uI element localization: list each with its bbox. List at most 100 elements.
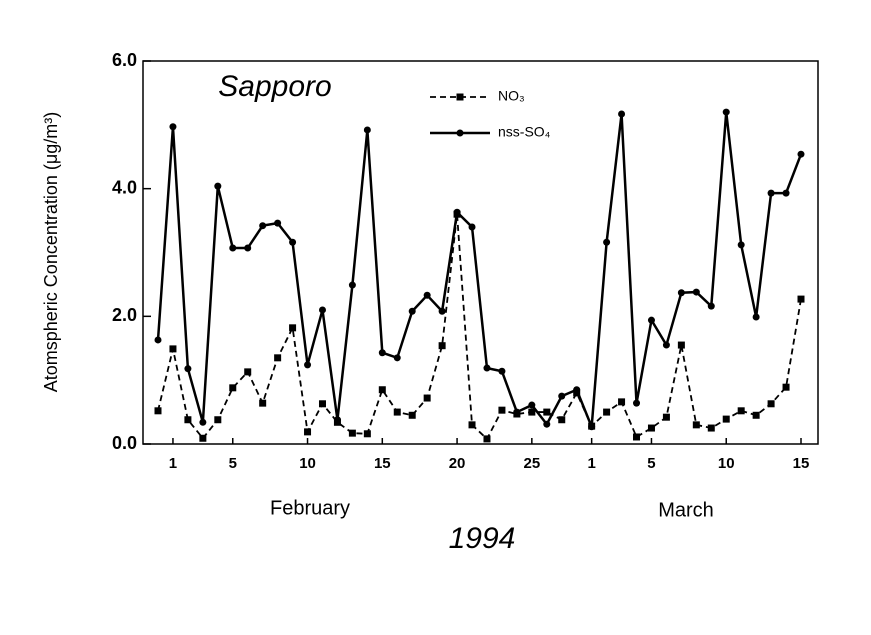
point bbox=[782, 383, 790, 391]
point bbox=[154, 407, 162, 415]
point bbox=[633, 399, 641, 407]
point bbox=[498, 406, 506, 414]
legend-marker bbox=[456, 129, 464, 137]
point bbox=[378, 386, 386, 394]
x-tick-label: 25 bbox=[523, 455, 540, 472]
point bbox=[304, 361, 312, 369]
point bbox=[797, 150, 805, 158]
point bbox=[647, 316, 655, 324]
point bbox=[408, 411, 416, 419]
point bbox=[483, 435, 491, 443]
point bbox=[199, 418, 207, 426]
point bbox=[318, 306, 326, 314]
point bbox=[363, 126, 371, 134]
legend-label: nss-SO₄ bbox=[498, 124, 551, 140]
x-tick-label: 20 bbox=[449, 455, 466, 472]
point bbox=[393, 408, 401, 416]
point bbox=[543, 420, 551, 428]
point bbox=[692, 421, 700, 429]
point bbox=[348, 281, 356, 289]
point bbox=[618, 110, 626, 118]
y-tick-label: 2.0 bbox=[112, 305, 137, 325]
legend-marker bbox=[456, 93, 464, 101]
point bbox=[558, 416, 566, 424]
point bbox=[633, 433, 641, 441]
point bbox=[408, 307, 416, 315]
point bbox=[289, 324, 297, 332]
point bbox=[423, 394, 431, 402]
point bbox=[423, 291, 431, 299]
point bbox=[647, 424, 655, 432]
point bbox=[453, 208, 461, 216]
point bbox=[244, 244, 252, 252]
point bbox=[498, 367, 506, 375]
series-line bbox=[157, 214, 802, 441]
point bbox=[528, 408, 536, 416]
plot-frame bbox=[142, 60, 819, 445]
year-label: 1994 bbox=[449, 522, 516, 555]
point bbox=[184, 416, 192, 424]
point bbox=[468, 223, 476, 231]
point bbox=[573, 386, 581, 394]
point bbox=[677, 289, 685, 297]
point bbox=[603, 238, 611, 246]
point bbox=[318, 400, 326, 408]
point bbox=[438, 342, 446, 350]
point bbox=[692, 288, 700, 296]
x-tick-label: 5 bbox=[229, 455, 237, 472]
point bbox=[378, 349, 386, 357]
point bbox=[558, 392, 566, 400]
y-tick-label: 0.0 bbox=[112, 433, 137, 453]
point bbox=[289, 238, 297, 246]
point bbox=[438, 307, 446, 315]
point bbox=[214, 416, 222, 424]
point bbox=[304, 428, 312, 436]
point bbox=[184, 365, 192, 373]
point bbox=[169, 123, 177, 131]
x-tick-label: 5 bbox=[647, 455, 655, 472]
point bbox=[722, 415, 730, 423]
point bbox=[737, 407, 745, 415]
point bbox=[229, 244, 237, 252]
y-axis-label: Atomspheric Concentration (μg/m³) bbox=[41, 112, 61, 392]
point bbox=[797, 295, 805, 303]
point bbox=[483, 364, 491, 372]
point bbox=[752, 411, 760, 419]
point bbox=[229, 384, 237, 392]
point bbox=[677, 341, 685, 349]
point bbox=[662, 413, 670, 421]
month-label: March bbox=[658, 499, 714, 521]
point bbox=[752, 313, 760, 321]
point bbox=[767, 400, 775, 408]
x-tick-label: 15 bbox=[374, 455, 391, 472]
point bbox=[274, 354, 282, 362]
point bbox=[737, 241, 745, 249]
point bbox=[513, 408, 521, 416]
x-tick-label: 10 bbox=[299, 455, 316, 472]
point bbox=[468, 421, 476, 429]
x-tick-label: 15 bbox=[793, 455, 810, 472]
point bbox=[214, 182, 222, 190]
point bbox=[588, 423, 596, 431]
point bbox=[662, 341, 670, 349]
point bbox=[722, 108, 730, 116]
point bbox=[154, 336, 162, 344]
point bbox=[707, 302, 715, 310]
point bbox=[244, 368, 252, 376]
point bbox=[543, 408, 551, 416]
point bbox=[603, 408, 611, 416]
point bbox=[393, 354, 401, 362]
point bbox=[363, 430, 371, 438]
series-line bbox=[156, 111, 803, 428]
y-tick-label: 6.0 bbox=[112, 50, 137, 70]
x-tick-label: 10 bbox=[718, 455, 735, 472]
x-tick-label: 1 bbox=[587, 455, 595, 472]
month-label: February bbox=[270, 497, 350, 519]
x-tick-label: 1 bbox=[169, 455, 177, 472]
legend-label: NO₃ bbox=[498, 88, 525, 104]
point bbox=[333, 416, 341, 424]
point bbox=[274, 219, 282, 227]
point bbox=[528, 401, 536, 409]
point bbox=[259, 222, 267, 230]
